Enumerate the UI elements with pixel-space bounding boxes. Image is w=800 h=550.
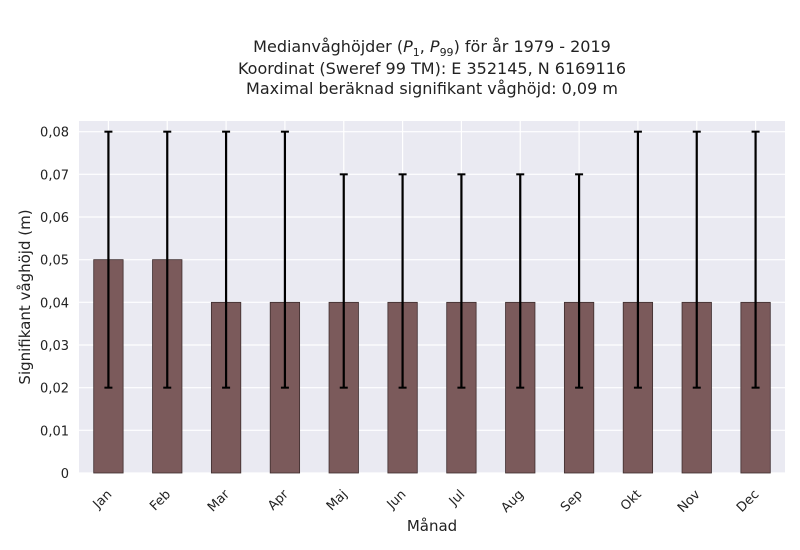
x-tick-label: Aug [499, 487, 528, 516]
error-bar-jun [398, 173, 407, 389]
x-tick-label: Jun [384, 487, 410, 513]
x-tick-labels: Jan Feb Mar Apr Maj Jun Jul Aug Sep Okt Nov Dec [90, 487, 763, 516]
x-tick-label: Mar [205, 487, 233, 515]
x-tick-label: Jul [446, 487, 468, 509]
y-tick-label: 0,06 [40, 211, 69, 226]
error-bar-okt [633, 130, 642, 389]
x-tick-label: Maj [324, 487, 351, 514]
x-tick-label: Dec [734, 487, 762, 515]
x-tick-label: Feb [147, 487, 174, 514]
chart-title: Medianvåghöjder (P1, P99) för år 1979 - … [238, 37, 626, 98]
error-bar-aug [516, 173, 525, 389]
error-bar-mar [222, 130, 231, 389]
y-tick-label: 0 [61, 467, 69, 482]
x-tick-label: Nov [675, 487, 704, 516]
error-bar-sep [575, 173, 584, 389]
error-bar-jul [457, 173, 466, 389]
x-axis-label: Månad [407, 517, 457, 535]
error-bar-maj [339, 173, 348, 389]
x-tick-label: Okt [618, 487, 645, 514]
y-tick-label: 0,03 [40, 339, 69, 354]
plot-area [79, 121, 785, 473]
error-bar-feb [163, 130, 172, 389]
error-bar-dec [751, 130, 760, 389]
title-line-3: Maximal beräknad signifikant våghöjd: 0,… [246, 79, 618, 98]
y-tick-label: 0,04 [40, 296, 69, 311]
y-tick-labels: 0 0,01 0,02 0,03 0,04 0,05 0,06 0,07 0,08 [40, 126, 69, 482]
y-tick-label: 0,02 [40, 382, 69, 397]
x-tick-label: Apr [265, 487, 292, 514]
y-tick-label: 0,01 [40, 424, 69, 439]
error-bar-jan [104, 130, 113, 389]
error-bar-apr [280, 130, 289, 389]
error-bars [104, 130, 760, 389]
x-tick-label: Sep [558, 487, 586, 515]
x-tick-label: Jan [90, 487, 115, 512]
title-line-1: Medianvåghöjder (P1, P99) för år 1979 - … [253, 37, 611, 59]
y-tick-label: 0,08 [40, 126, 69, 141]
y-tick-label: 0,05 [40, 254, 69, 269]
title-line-2: Koordinat (Sweref 99 TM): E 352145, N 61… [238, 59, 626, 78]
y-tick-label: 0,07 [40, 168, 69, 183]
y-axis-label: Signifikant våghöjd (m) [16, 209, 34, 384]
error-bar-nov [692, 130, 701, 389]
